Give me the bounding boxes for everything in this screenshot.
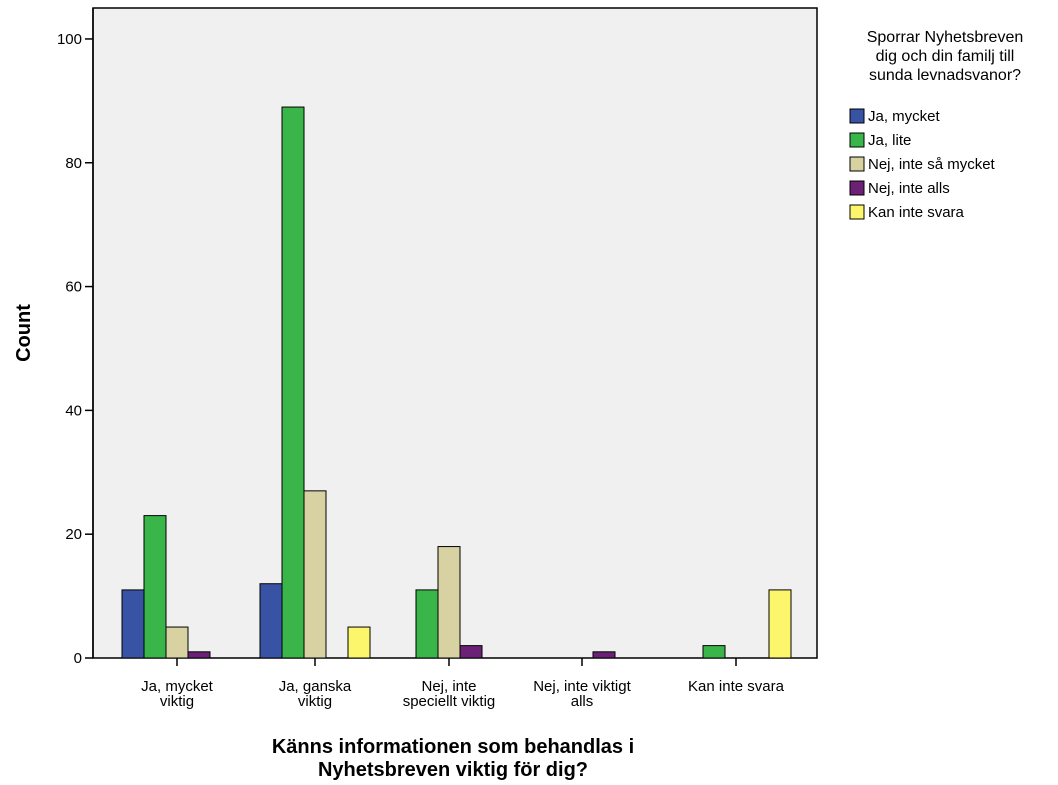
legend-label: Nej, inte så mycket <box>868 156 996 173</box>
legend-swatch <box>849 132 865 148</box>
y-tick-label: 20 <box>65 526 82 543</box>
y-tick-label: 40 <box>65 402 82 419</box>
legend-label: Kan inte svara <box>868 204 965 221</box>
bar <box>768 589 792 659</box>
legend-swatch <box>849 204 865 220</box>
bar <box>459 645 483 659</box>
x-tick-label: Ja, mycket viktig <box>141 678 214 710</box>
legend-swatch <box>849 180 865 196</box>
bar <box>347 626 371 659</box>
bar <box>259 583 283 659</box>
y-axis-ticks: 0 20 40 60 80 100 <box>57 31 93 667</box>
legend-title: Sporrar Nyhetsbreven dig och din familj t… <box>867 29 1024 84</box>
bar <box>187 651 211 659</box>
y-tick-label: 0 <box>74 650 82 667</box>
bar <box>592 651 616 659</box>
bars-group <box>121 106 792 659</box>
bar <box>303 490 327 659</box>
x-tick-label: Nej, inte viktigt alls <box>533 678 631 710</box>
legend-swatch <box>849 108 865 124</box>
bar <box>143 515 167 659</box>
legend-label: Ja, lite <box>868 132 911 149</box>
bar <box>702 645 726 659</box>
bar <box>437 546 461 659</box>
x-tick-label: Nej, inte speciellt viktig <box>403 678 496 710</box>
y-tick-label: 80 <box>65 155 82 172</box>
bar <box>415 589 439 659</box>
legend-swatch <box>849 156 865 172</box>
bar <box>165 626 189 659</box>
legend: Sporrar Nyhetsbreven dig och din familj t… <box>849 29 1024 221</box>
x-axis-title: Känns informationen som behandlas i Nyhet… <box>272 736 634 781</box>
x-tick-label: Kan inte svara <box>688 678 785 695</box>
legend-label: Ja, mycket <box>868 108 941 125</box>
bar <box>281 106 305 659</box>
y-tick-label: 100 <box>57 31 82 48</box>
x-tick-label: Ja, ganska viktig <box>279 678 352 710</box>
y-axis-title: Count <box>13 304 35 362</box>
x-axis-ticks: Ja, mycket viktig Ja, ganska viktig Nej, int… <box>141 658 785 710</box>
legend-label: Nej, inte alls <box>868 180 950 197</box>
bar <box>121 589 145 659</box>
y-tick-label: 60 <box>65 279 82 296</box>
